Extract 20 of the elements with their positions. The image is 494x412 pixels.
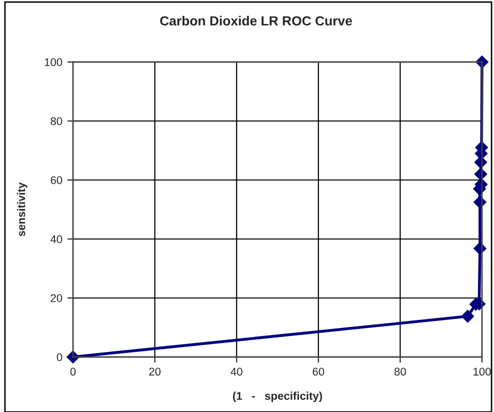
x-tick-label: 100 — [474, 368, 491, 376]
y-axis-title: sensitivity — [17, 182, 28, 236]
y-tick-label: 40 — [50, 235, 62, 244]
y-tick-label: 80 — [50, 117, 62, 126]
chart-title: Carbon Dioxide LR ROC Curve — [160, 16, 352, 26]
x-tick-label: 80 — [394, 368, 406, 376]
y-tick-label: 60 — [50, 176, 62, 184]
y-tick-label: 0 — [56, 353, 62, 362]
x-tick-label: 20 — [149, 368, 161, 376]
point — [474, 242, 486, 255]
x-tick-label: 60 — [312, 368, 324, 376]
x-tick-label: 40 — [230, 368, 242, 376]
y-tick-label: 100 — [44, 58, 62, 66]
y-tick-label: 20 — [50, 294, 62, 302]
point — [461, 310, 474, 323]
x-tick-label: 0 — [70, 368, 76, 376]
point — [476, 56, 488, 68]
x-axis-title: (1 - specificity) — [232, 392, 322, 402]
point — [66, 350, 80, 364]
point — [474, 196, 486, 209]
